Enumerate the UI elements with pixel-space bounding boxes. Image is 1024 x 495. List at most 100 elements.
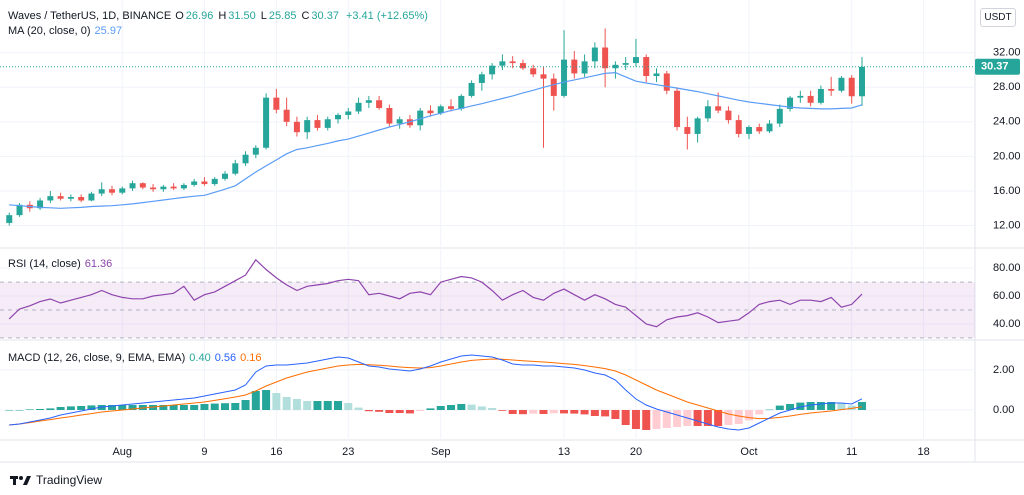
histogram-bar (221, 403, 229, 410)
histogram-value: 0.40 (189, 352, 211, 364)
x-tick-label: Oct (740, 446, 757, 458)
histogram-bar (796, 402, 805, 410)
last-price-label: 30.37 (981, 61, 1009, 73)
y-tick-label: 20.00 (993, 150, 1021, 162)
main-legend: Waves / TetherUS, 1D, BINANCE O 26.96 H 31.… (8, 10, 428, 22)
histogram-bar (385, 410, 394, 413)
histogram-bar (621, 410, 630, 425)
y-tick-label: 12.00 (993, 219, 1021, 231)
macd-value: 0.56 (214, 352, 237, 364)
candle-body (211, 178, 218, 185)
histogram-bar (25, 409, 34, 410)
candle-body (715, 106, 722, 111)
candle-body (293, 121, 300, 133)
histogram-bar (323, 401, 332, 410)
x-tick-label: 16 (270, 446, 282, 458)
histogram-bar (46, 408, 55, 410)
candle-body (129, 183, 136, 189)
candle-body (119, 188, 126, 193)
ohlc-key: L (260, 10, 267, 22)
x-tick-label: 20 (630, 446, 642, 458)
candle-body (88, 193, 95, 201)
histogram-bar (272, 393, 281, 410)
histogram-bar (426, 408, 435, 410)
candle-body (530, 68, 537, 75)
histogram-bar (816, 402, 825, 410)
histogram-bar (241, 400, 250, 410)
histogram-bar (837, 403, 846, 410)
histogram-bar (734, 410, 743, 424)
histogram-bar (118, 405, 127, 410)
ohlc-value: 26.96 (185, 10, 214, 22)
histogram-bar (190, 405, 199, 410)
candle-body (735, 120, 742, 134)
candle-body (160, 186, 167, 190)
rsi-value: 61.36 (84, 258, 113, 270)
histogram-bar (354, 407, 363, 410)
histogram-bar (15, 410, 24, 411)
macd-label: MACD (12, 26, close, 9, EMA, EMA) (8, 352, 186, 364)
x-tick-label: Sep (431, 446, 451, 458)
candle-body (499, 61, 506, 66)
histogram-bar (292, 399, 301, 410)
candle-body (98, 189, 105, 194)
y-tick-label: 40.00 (993, 318, 1021, 330)
histogram-bar (66, 406, 75, 410)
y-tick-label: 2.00 (993, 364, 1014, 376)
histogram-bar (786, 404, 795, 410)
histogram-bar (570, 410, 579, 414)
candle-body (817, 89, 824, 103)
histogram-bar (251, 391, 260, 410)
histogram-bar (87, 405, 96, 410)
currency-button[interactable]: USDT (980, 8, 1016, 27)
histogram-bar (498, 410, 507, 411)
candle-body (787, 97, 794, 109)
candle-body (365, 100, 372, 103)
candle-body (16, 204, 23, 216)
symbol: Waves / TetherUS, 1D, BINANCE (8, 10, 172, 22)
candle-body (540, 74, 547, 79)
x-tick-label: 11 (846, 446, 857, 458)
candle-body (591, 47, 598, 62)
candle-body (6, 215, 13, 223)
ohlc-key: O (175, 10, 184, 22)
histogram-bar (642, 410, 651, 430)
ohlc-value: 30.37 (311, 10, 339, 22)
candle-body (232, 163, 239, 174)
histogram-bar (405, 410, 414, 414)
candle-body (37, 200, 44, 209)
x-tick-label: 18 (918, 446, 930, 458)
candle-body (263, 97, 270, 148)
ma-legend: MA (20, close, 0) 25.97 (8, 25, 122, 37)
histogram-bar (416, 410, 425, 411)
histogram-bar (508, 410, 517, 414)
candle-body (704, 106, 711, 119)
histogram-bar (210, 403, 219, 410)
candle-body (838, 77, 845, 91)
brand-name: TradingView (36, 473, 103, 487)
candle-body (776, 108, 783, 124)
x-tick-label: Aug (112, 446, 132, 458)
ma-line (9, 71, 863, 209)
candle-body (252, 147, 259, 155)
histogram-bar (262, 390, 271, 410)
candle-body (468, 82, 475, 96)
ma-value: 25.97 (94, 25, 123, 37)
candle-body (519, 63, 526, 69)
histogram-bar (539, 410, 548, 414)
candle-body (242, 154, 249, 164)
histogram-bar (436, 406, 445, 410)
histogram-bar (282, 397, 291, 410)
candle-body (150, 187, 157, 190)
y-tick-label: 80.00 (993, 262, 1021, 274)
candle-body (643, 57, 650, 77)
histogram-bar (303, 401, 312, 410)
candle-body (674, 90, 681, 128)
histogram-bar (395, 410, 404, 413)
candle-body (355, 102, 362, 112)
candle-body (828, 89, 835, 91)
candle-body (448, 106, 455, 109)
y-tick-label: 60.00 (993, 290, 1021, 302)
candle-body (848, 77, 855, 97)
candle-body (437, 106, 444, 114)
